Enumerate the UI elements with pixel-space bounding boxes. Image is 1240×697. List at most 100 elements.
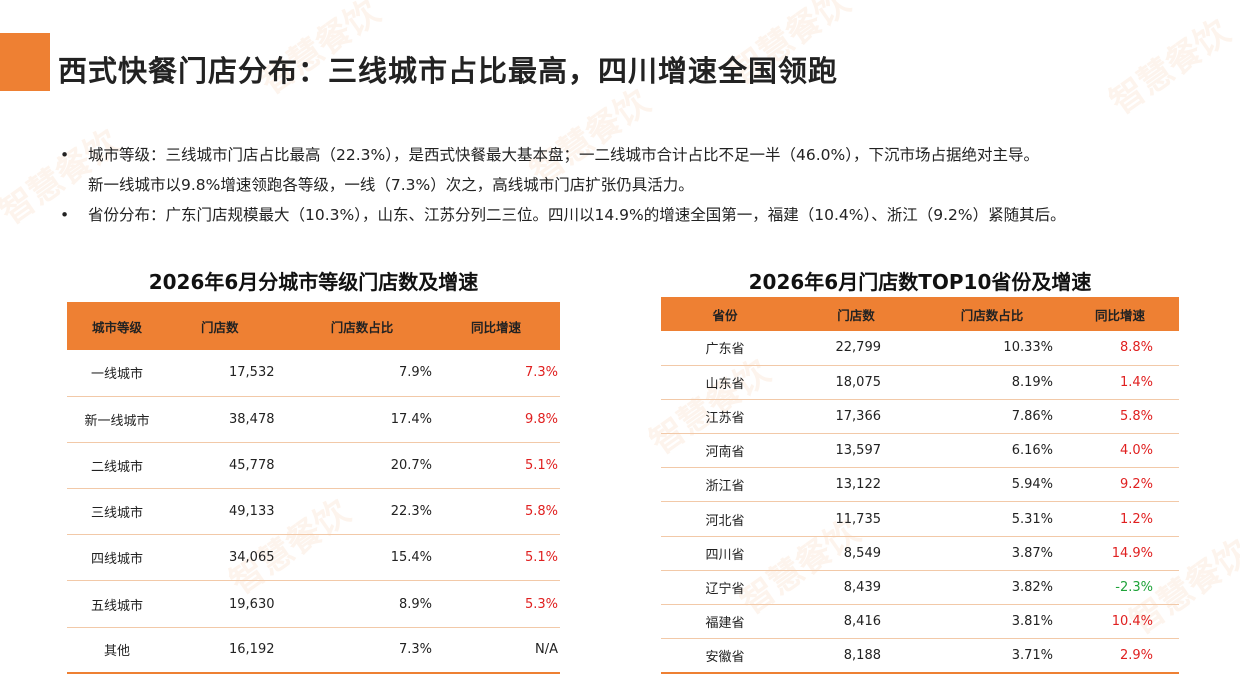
row-name-cell: 浙江省 [705,479,745,495]
column-header-stores: 门店数 [167,302,292,350]
row-name-cell: 其他 [103,644,130,660]
column-header-growth: 同比增速 [432,302,560,350]
row-share-cell: 7.9% [398,365,432,381]
row-name-cell: 安徽省 [705,650,745,666]
column-header-share: 门店数占比 [923,297,1061,331]
row-name-cell: 新一线城市 [84,413,150,429]
summary-bullets: 城市等级：三线城市门店占比最高（22.3%），是西式快餐最大基本盘；一二线城市合… [60,140,1235,230]
row-name-cell: 福建省 [705,616,745,632]
row-share-cell: 20.7% [390,457,432,473]
row-growth-cell: N/A [535,642,558,658]
row-share-cell: 6.16% [1011,443,1053,459]
row-name-cell: 三线城市 [90,506,143,522]
row-growth-cell: 8.8% [1119,340,1153,356]
row-share-cell: 7.86% [1011,408,1053,424]
table-row: 一线城市 17,532 7.9% 7.3% [67,350,560,397]
table-row: 河南省 13,597 6.16% 4.0% [661,434,1179,468]
row-growth-cell: 5.8% [524,504,558,520]
row-growth-cell: 1.4% [1119,374,1153,390]
row-share-cell: 17.4% [390,411,432,427]
table-row: 浙江省 13,122 5.94% 9.2% [661,468,1179,502]
row-stores-cell: 8,549 [843,545,881,561]
row-share-cell: 7.3% [398,642,432,658]
row-share-cell: 10.33% [1003,340,1053,356]
row-growth-cell: 2.9% [1119,648,1153,664]
row-share-cell: 22.3% [390,504,432,520]
column-header-share: 门店数占比 [292,302,432,350]
row-growth-cell: 14.9% [1111,545,1153,561]
row-growth-cell: 5.8% [1119,408,1153,424]
table-row: 三线城市 49,133 22.3% 5.8% [67,489,560,535]
table-row: 辽宁省 8,439 3.82% -2.3% [661,570,1179,605]
row-name-cell: 广东省 [705,342,745,358]
row-stores-cell: 19,630 [229,596,275,612]
city-tier-table: 城市等级 门店数 门店数占比 同比增速 一线城市 17,532 7.9% 7.3% 新一… [67,302,560,674]
page-title: 西式快餐门店分布：三线城市占比最高，四川增速全国领跑 [58,54,839,88]
row-name-cell: 五线城市 [90,598,143,614]
column-header-stores: 门店数 [789,297,923,331]
table-row: 江苏省 17,366 7.86% 5.8% [661,399,1179,434]
row-stores-cell: 49,133 [229,504,275,520]
row-growth-cell: -2.3% [1115,579,1153,595]
row-name-cell: 一线城市 [90,367,143,383]
row-stores-cell: 34,065 [229,550,275,566]
row-stores-cell: 22,799 [835,340,882,356]
table-row: 新一线城市 38,478 17.4% 9.8% [67,396,560,443]
row-growth-cell: 9.8% [524,411,558,427]
row-stores-cell: 13,597 [835,443,882,459]
row-name-cell: 河北省 [705,513,745,529]
row-growth-cell: 5.1% [524,550,558,566]
table-row: 广东省 22,799 10.33% 8.8% [661,331,1179,366]
row-stores-cell: 45,778 [229,457,275,473]
row-stores-cell: 16,192 [229,642,275,658]
row-growth-cell: 5.1% [524,457,558,473]
column-header-tier: 城市等级 [67,302,167,350]
province-top10-table: 省份 门店数 门店数占比 同比增速 广东省 22,799 10.33% 8.8% 山东省… [661,297,1179,674]
table-row: 五线城市 19,630 8.9% 5.3% [67,581,560,628]
row-stores-cell: 18,075 [835,374,882,390]
table-row: 福建省 8,416 3.81% 10.4% [661,605,1179,639]
table-header-row: 省份 门店数 门店数占比 同比增速 [661,297,1179,331]
row-name-cell: 四线城市 [90,552,143,568]
row-name-cell: 辽宁省 [705,581,745,597]
row-share-cell: 8.9% [398,596,432,612]
row-share-cell: 8.19% [1011,374,1053,390]
table-row: 安徽省 8,188 3.71% 2.9% [661,639,1179,673]
table-row: 其他 16,192 7.3% N/A [67,627,560,674]
row-stores-cell: 8,439 [843,579,881,595]
row-stores-cell: 17,532 [229,365,275,381]
table-row: 四线城市 34,065 15.4% 5.1% [67,535,560,581]
row-stores-cell: 13,122 [835,477,882,493]
row-stores-cell: 38,478 [229,411,275,427]
city-tier-table-caption: 2026年6月分城市等级门店数及增速 [148,270,479,294]
row-name-cell: 山东省 [705,376,745,392]
bullet-city-tier: 城市等级：三线城市门店占比最高（22.3%），是西式快餐最大基本盘；一二线城市合… [60,140,1235,170]
watermark-logo: 智慧餐饮 [1102,11,1238,123]
row-growth-cell: 9.2% [1119,477,1153,493]
title-accent-bar [0,33,50,91]
row-name-cell: 江苏省 [705,410,745,426]
row-stores-cell: 17,366 [835,408,882,424]
table-row: 河北省 11,735 5.31% 1.2% [661,502,1179,537]
row-stores-cell: 8,188 [843,648,881,664]
column-header-growth: 同比增速 [1061,297,1179,331]
table-row: 四川省 8,549 3.87% 14.9% [661,536,1179,571]
table-row: 山东省 18,075 8.19% 1.4% [661,365,1179,400]
row-growth-cell: 5.3% [524,596,558,612]
row-name-cell: 二线城市 [90,459,143,475]
table-row: 二线城市 45,778 20.7% 5.1% [67,442,560,489]
row-growth-cell: 7.3% [524,365,558,381]
row-share-cell: 15.4% [390,550,432,566]
row-share-cell: 3.82% [1011,579,1053,595]
province-table-caption: 2026年6月门店数TOP10省份及增速 [748,270,1092,294]
row-share-cell: 3.87% [1011,545,1053,561]
row-growth-cell: 10.4% [1111,614,1153,630]
row-growth-cell: 1.2% [1119,511,1153,527]
row-share-cell: 5.94% [1011,477,1053,493]
row-name-cell: 河南省 [705,445,745,461]
row-share-cell: 5.31% [1011,511,1053,527]
row-name-cell: 四川省 [705,547,745,563]
bullet-city-tier-continued: 新一线城市以9.8%增速领跑各等级，一线（7.3%）次之，高线城市门店扩张仍具活… [88,176,694,194]
row-share-cell: 3.81% [1011,614,1053,630]
table-header-row: 城市等级 门店数 门店数占比 同比增速 [67,302,560,350]
